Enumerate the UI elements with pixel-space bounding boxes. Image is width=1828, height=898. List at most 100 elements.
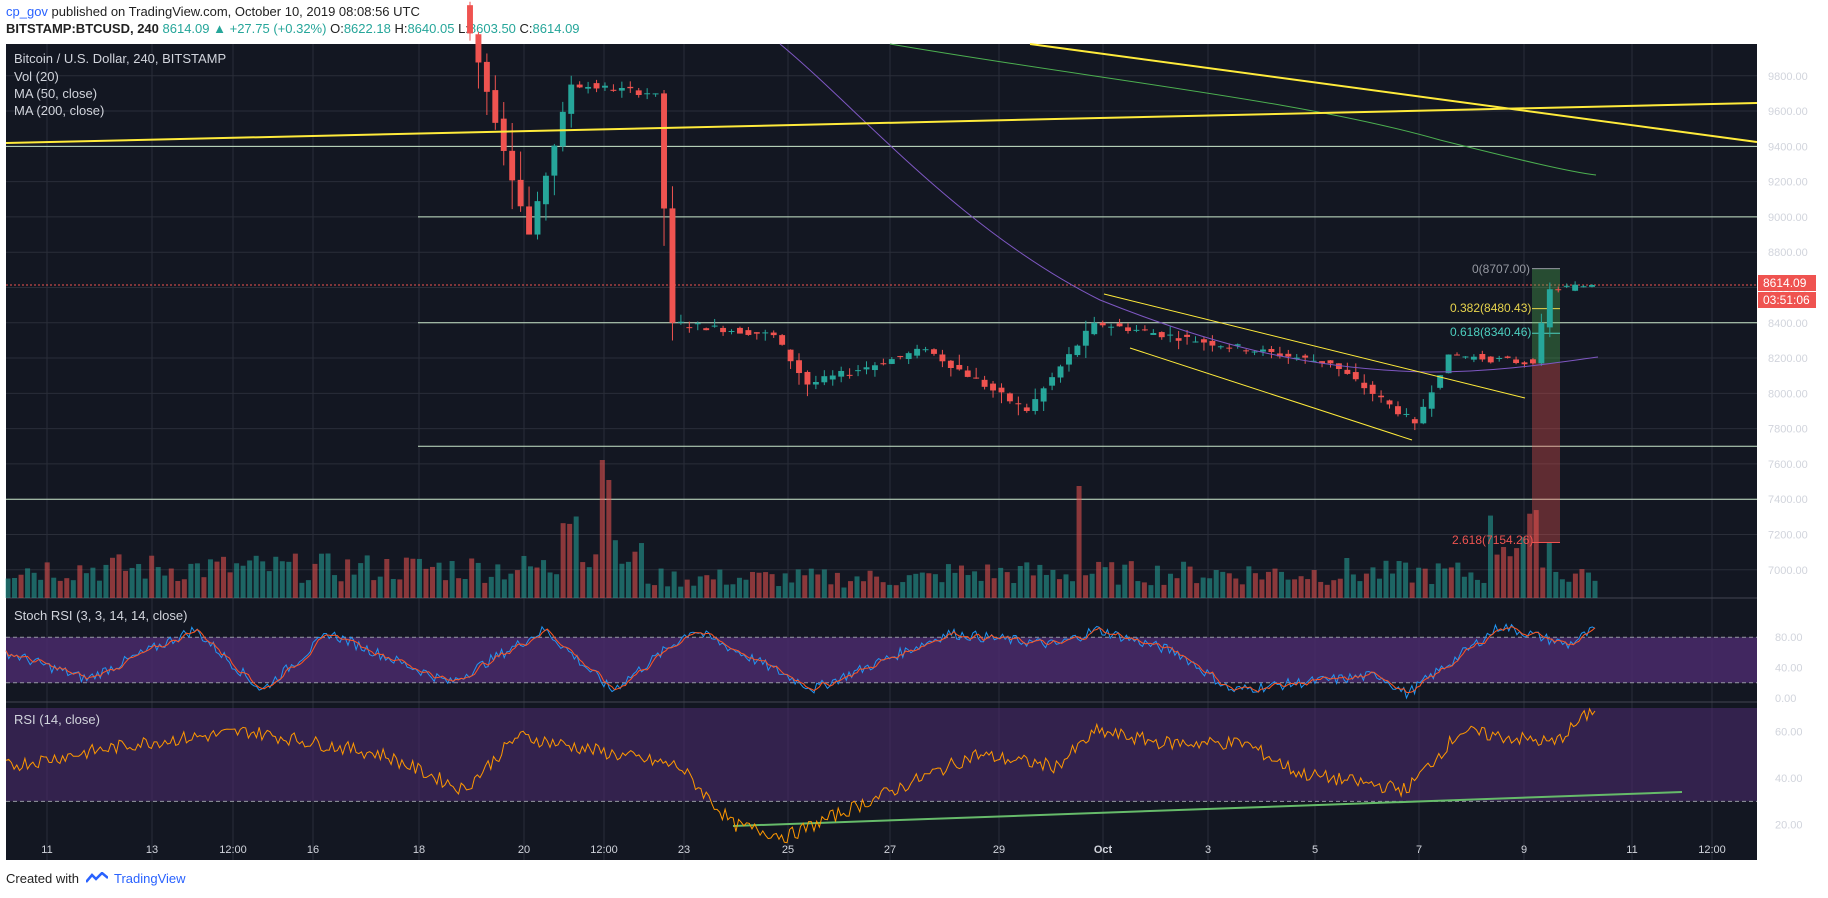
volume-bar (939, 582, 945, 598)
volume-bar (1076, 486, 1082, 598)
candle-body (931, 349, 937, 354)
volume-bar (1461, 576, 1467, 598)
candle-body (1420, 406, 1427, 424)
volume-bar (390, 578, 396, 598)
time-tick-16: 11 (1626, 844, 1637, 856)
volume-bar (162, 575, 168, 598)
candle-body (1487, 356, 1494, 363)
volume-bar (1128, 561, 1134, 598)
volume-bar (684, 579, 690, 598)
volume-bar (1037, 564, 1043, 598)
volume-bar (1527, 513, 1533, 598)
time-tick-2: 12:00 (219, 844, 247, 856)
chart-title: Bitcoin / U.S. Dollar, 240, BITSTAMP (14, 51, 226, 66)
candle-body (1150, 332, 1157, 335)
volume-bar (1559, 579, 1565, 598)
volume-bar (965, 575, 971, 598)
candle-body (618, 87, 625, 91)
candle-body (1496, 357, 1503, 359)
candle-body (1133, 329, 1140, 331)
candle-body (1462, 356, 1469, 358)
candle-body (703, 328, 710, 331)
time-tick-7: 23 (678, 844, 690, 856)
candle-body (576, 84, 583, 88)
volume-bar (1305, 579, 1311, 598)
current-price-badge: 8614.09 (1763, 276, 1807, 290)
candle-body (635, 90, 642, 95)
volume-bar (802, 575, 808, 598)
candle-body (568, 84, 575, 114)
candle-body (1555, 289, 1562, 291)
volume-bar (678, 586, 684, 598)
volume-bar (782, 573, 788, 598)
candle-body (720, 327, 727, 333)
volume-bar (945, 564, 951, 598)
candle-body (1167, 334, 1174, 336)
volume-bar (109, 557, 115, 598)
rsi-tick-0: 20.00 (1775, 820, 1803, 832)
volume-bar (482, 582, 488, 598)
candle-body (711, 325, 718, 327)
candle-body (602, 85, 608, 88)
volume-bar (318, 553, 324, 598)
candle-body (1032, 399, 1039, 411)
volume-bar (1553, 571, 1559, 598)
volume-bar (1488, 515, 1494, 598)
volume-bar (1141, 582, 1147, 598)
time-tick-15: 9 (1521, 844, 1527, 856)
volume-bar (1357, 581, 1363, 598)
volume-bar (1070, 581, 1076, 598)
candle-body (1217, 346, 1224, 348)
legend-ma200: MA (200, close) (14, 103, 104, 118)
volume-bar (70, 580, 76, 598)
author-link[interactable]: cp_gov (6, 4, 48, 19)
volume-bar (495, 564, 501, 598)
volume-bar (1200, 577, 1206, 598)
volume-bar (266, 571, 272, 598)
volume-bar (867, 570, 873, 598)
tradingview-link[interactable]: TradingView (114, 871, 186, 886)
candle-body (1260, 349, 1266, 352)
volume-bar (978, 580, 984, 598)
candle-body (1243, 350, 1250, 352)
volume-bar (1370, 567, 1376, 598)
volume-bar (1298, 576, 1304, 598)
volume-bar (1520, 537, 1526, 598)
price-tick-0: 7000.00 (1768, 565, 1808, 577)
published-text: published on TradingView.com, October 10… (51, 4, 420, 19)
candle-body (922, 349, 929, 351)
volume-bar (1337, 578, 1343, 598)
volume-bar (769, 574, 775, 598)
rsi-line (5, 707, 1596, 844)
volume-bar (1468, 572, 1474, 598)
volume-bar (593, 554, 599, 598)
candle-body (1344, 369, 1351, 374)
candle-body (1200, 339, 1207, 343)
volume-bar (1572, 573, 1578, 598)
volume-bar (736, 577, 742, 598)
candle-body (542, 175, 549, 205)
candle-body (753, 332, 760, 334)
candle-body (838, 370, 845, 377)
volume-bar (1585, 572, 1591, 598)
volume-bar (1285, 579, 1291, 598)
volume-bar (64, 578, 70, 598)
volume-bar (1435, 563, 1441, 598)
volume-bar (750, 571, 756, 598)
time-tick-0: 11 (41, 844, 52, 856)
candle-body (796, 360, 802, 374)
candle-body (1428, 392, 1435, 409)
volume-bar (416, 558, 422, 598)
candle-body (526, 206, 533, 235)
candle-body (762, 332, 769, 334)
price-tick-13: 9600.00 (1768, 106, 1808, 118)
volume-bar (652, 585, 658, 598)
candle-body (686, 327, 693, 329)
volume-bar (1390, 573, 1396, 598)
candle-body (1538, 322, 1545, 364)
candle-body (1386, 400, 1393, 405)
footer: Created with TradingView (6, 871, 186, 887)
candle-body (467, 5, 473, 34)
volume-bar (1089, 573, 1095, 598)
